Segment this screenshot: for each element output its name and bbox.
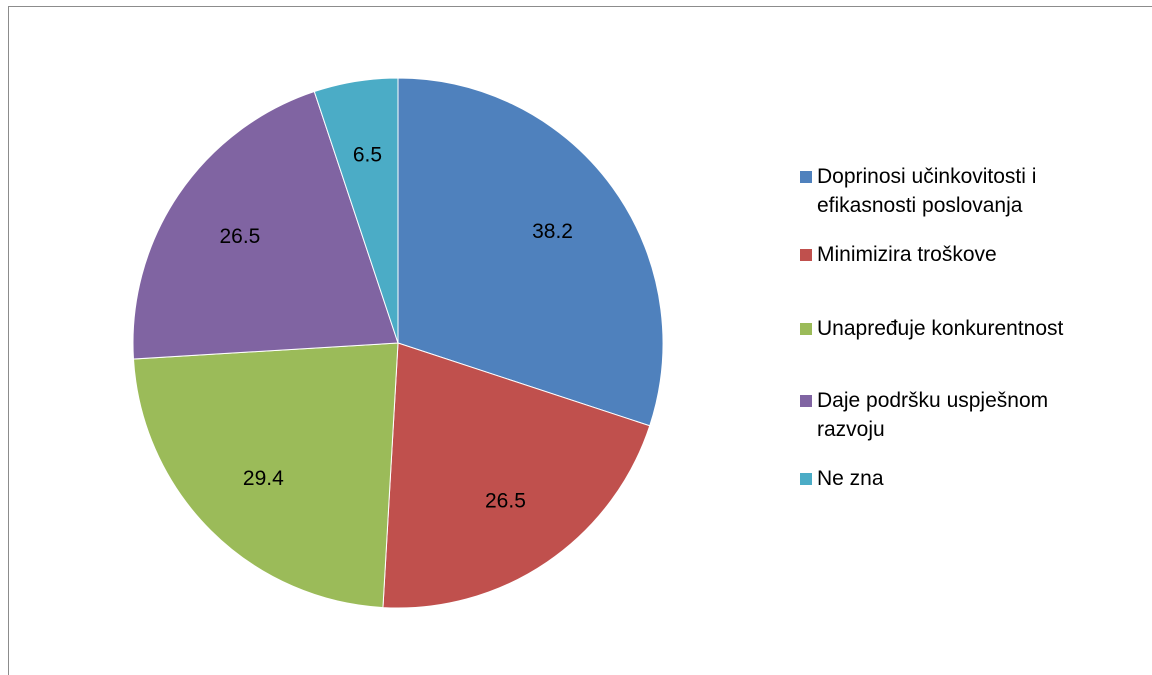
pie-data-label-4: 26.5 <box>219 225 260 248</box>
chart-frame <box>8 6 1152 675</box>
pie-slice-5 <box>313 77 399 344</box>
legend-swatch-5 <box>800 473 812 485</box>
pie-slice-1 <box>397 77 664 427</box>
legend-label-1: Doprinosi učinkovitosti i efikasnosti po… <box>817 165 1037 217</box>
pie-slice-2 <box>382 342 651 609</box>
legend-swatch-4 <box>800 395 812 407</box>
pie-data-label-3: 29.4 <box>243 467 284 490</box>
pie-data-label-1: 38.2 <box>532 220 573 243</box>
legend-swatch-1 <box>800 171 812 183</box>
legend-item-1: Doprinosi učinkovitosti i efikasnosti po… <box>800 162 1117 220</box>
legend-label-4: Daje podršku uspješnom razvoju <box>817 389 1049 441</box>
legend-item-4: Daje podršku uspješnom razvoju <box>800 386 1117 444</box>
legend-label-2: Minimizira troškove <box>817 243 997 266</box>
pie-data-label-5: 6.5 <box>353 144 382 167</box>
pie-data-labels: 38.2 26.5 29.4 26.5 6.5 <box>219 144 572 513</box>
pie-slice-4 <box>132 90 399 360</box>
legend-item-5: Ne zna <box>800 464 884 493</box>
legend-item-3: Unapređuje konkurentnost <box>800 314 1063 343</box>
legend-item-2: Minimizira troškove <box>800 240 997 269</box>
pie-data-label-2: 26.5 <box>485 490 526 513</box>
legend-swatch-2 <box>800 249 812 261</box>
legend-swatch-3 <box>800 323 812 335</box>
legend-label-3: Unapređuje konkurentnost <box>817 317 1064 340</box>
legend-label-5: Ne zna <box>817 467 884 490</box>
pie-slice-3 <box>132 342 399 609</box>
pie-slices <box>132 77 664 609</box>
